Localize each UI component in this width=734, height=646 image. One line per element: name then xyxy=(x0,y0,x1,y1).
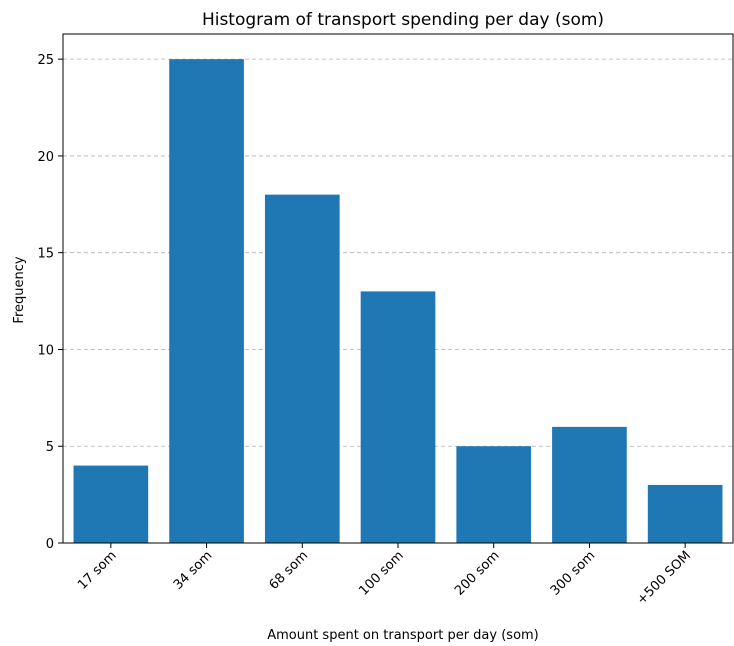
x-tick-label: 34 som xyxy=(171,548,216,593)
y-ticks: 0 5 10 15 20 25 xyxy=(37,53,63,552)
bar xyxy=(73,465,149,543)
bar xyxy=(360,291,436,543)
y-tick-label: 25 xyxy=(37,53,54,68)
x-axis-label: Amount spent on transport per day (som) xyxy=(267,628,539,643)
bar xyxy=(264,194,340,543)
bar xyxy=(647,484,723,543)
y-tick-label: 5 xyxy=(46,440,54,455)
x-ticks: 17 som 34 som 68 som 100 som 200 som 300 som +… xyxy=(75,543,694,608)
y-tick-label: 15 xyxy=(37,247,54,262)
x-tick-label: 68 som xyxy=(267,548,312,593)
chart-title: Histogram of transport spending per day … xyxy=(202,10,604,30)
x-tick-label: 17 som xyxy=(75,548,120,593)
bar xyxy=(456,446,532,543)
y-tick-label: 20 xyxy=(37,150,54,165)
bar xyxy=(552,426,627,543)
y-tick-label: 0 xyxy=(46,537,54,552)
y-axis-label: Frequency xyxy=(12,256,27,323)
x-tick-label: +500 SOM xyxy=(634,548,694,608)
x-tick-label: 200 som xyxy=(452,548,502,598)
x-tick-label: 300 som xyxy=(548,548,598,598)
x-tick-label: 100 som xyxy=(356,548,406,598)
y-tick-label: 10 xyxy=(37,343,54,358)
bar xyxy=(169,59,244,543)
bars xyxy=(73,59,723,543)
